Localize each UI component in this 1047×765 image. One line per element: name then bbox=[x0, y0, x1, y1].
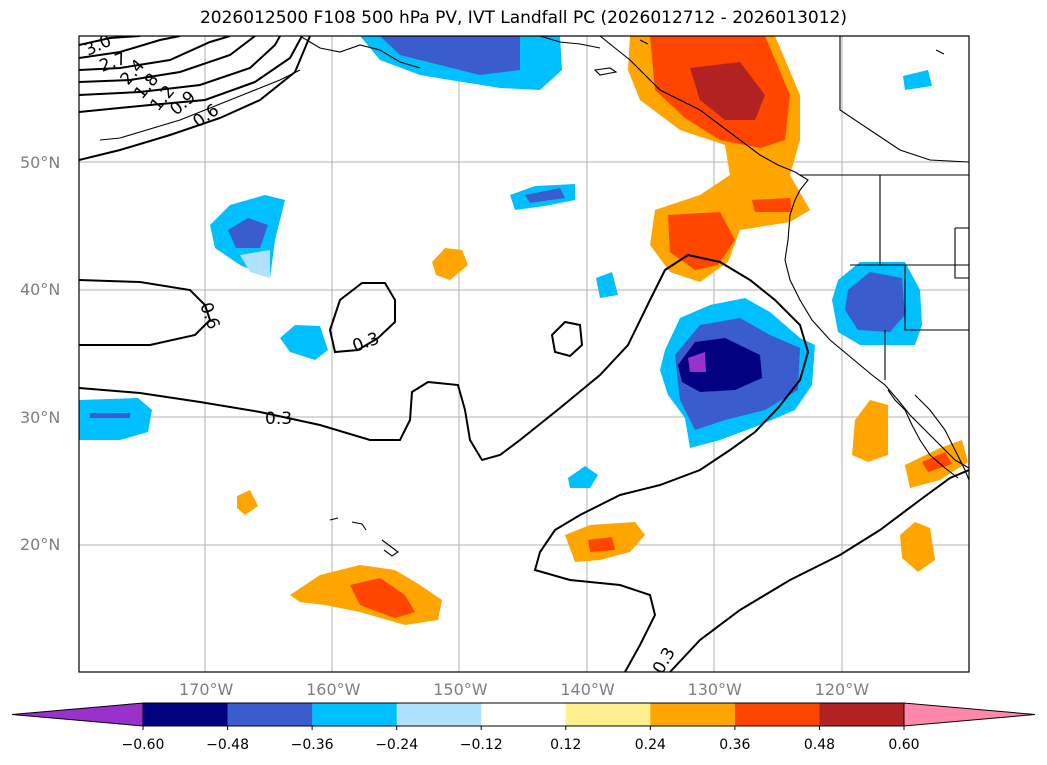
positive-anomaly-baja-offshore bbox=[852, 400, 888, 462]
lat-label: 20°N bbox=[20, 534, 61, 554]
colorbar-segment bbox=[227, 703, 313, 726]
colorbar-tick-label: 0.60 bbox=[888, 737, 920, 753]
coastline-alaska-south bbox=[539, 36, 601, 49]
negative-anomaly-yukon bbox=[903, 70, 932, 90]
lon-label: 140°W bbox=[560, 680, 615, 699]
colorbar-segment bbox=[312, 703, 398, 726]
colorbar-segment bbox=[143, 703, 229, 726]
colorbar-tick-label: 0.12 bbox=[550, 737, 582, 753]
border-us-states bbox=[850, 175, 969, 380]
colorbar-segment bbox=[396, 703, 482, 726]
positive-anomaly-oregon-coast bbox=[752, 198, 792, 212]
pv-contour-1-2 bbox=[79, 36, 281, 96]
pv-contour-2-4 bbox=[79, 36, 231, 71]
positive-anomaly-oregon-offshore bbox=[668, 212, 735, 270]
colorbar-outline bbox=[142, 702, 905, 727]
pv-contours bbox=[79, 36, 969, 672]
pv-contour-0-6-north bbox=[79, 36, 311, 161]
colorbar-segment bbox=[734, 703, 820, 726]
negative-anomaly-west-edge-core bbox=[90, 413, 130, 418]
lon-label: 120°W bbox=[814, 680, 870, 699]
pv-contour-0-3-main bbox=[79, 253, 810, 672]
negative-anomaly-small-central bbox=[596, 272, 618, 298]
pv-contour-0-6-west bbox=[79, 279, 212, 346]
positive-anomaly-mexico-west bbox=[900, 522, 935, 572]
colorbar-tick-label: −0.24 bbox=[375, 737, 419, 753]
pc-fill-regions bbox=[79, 36, 968, 625]
negative-anomaly-gulf-of-alaska-core bbox=[380, 36, 520, 75]
colorbar-tick-label: 0.24 bbox=[634, 737, 666, 753]
negative-anomaly-great-basin-core bbox=[845, 272, 905, 332]
positive-anomaly-hawaii-southwest-core bbox=[350, 578, 415, 618]
negative-anomaly-central-pacific-north-core bbox=[525, 188, 565, 203]
coastline-alaska-peninsula bbox=[299, 36, 421, 69]
lat-label: 40°N bbox=[20, 280, 61, 300]
negative-anomaly-offshore-california-core bbox=[678, 338, 762, 392]
lon-label: 150°W bbox=[433, 680, 488, 699]
colorbar-tick-label: −0.48 bbox=[206, 737, 249, 753]
lat-label: 30°N bbox=[20, 407, 61, 427]
map-title: 2026012500 F108 500 hPa PV, IVT Landfall… bbox=[199, 8, 847, 28]
contour-label-0-3-main: 0.3 bbox=[265, 409, 292, 429]
colorbar-extend-min bbox=[11, 702, 144, 727]
pv-contour-0-3-loop bbox=[328, 282, 396, 354]
positive-anomaly-west-pacific-small bbox=[237, 490, 258, 515]
coastline-aleutian-chain bbox=[99, 69, 301, 141]
negative-anomaly-west-pacific-north-edge bbox=[240, 250, 270, 278]
pv-contour-1-8 bbox=[79, 36, 256, 83]
coastline-baja-peninsula bbox=[887, 389, 959, 479]
colorbar-extend-max bbox=[903, 702, 1036, 727]
coastline-alaska-panhandle-inland bbox=[839, 36, 969, 163]
contour-labels: 3.0 2.7 2.4 1.8 1.2 0.9 0.6 0.6 0.3 0.3 … bbox=[82, 36, 680, 672]
pv-contour-2-7 bbox=[79, 36, 181, 59]
positive-anomaly-pacific-northwest-core bbox=[690, 62, 765, 120]
lon-label: 170°W bbox=[178, 680, 234, 699]
colorbar-tick-label: −0.60 bbox=[121, 737, 165, 753]
lon-label: 130°W bbox=[687, 680, 742, 699]
negative-anomaly-hawaii-north bbox=[280, 325, 328, 360]
coastlines bbox=[99, 36, 969, 557]
coastline-hawaiian-islands bbox=[329, 517, 399, 557]
colorbar-tick-label: 0.48 bbox=[803, 737, 836, 753]
positive-anomaly-central-pacific bbox=[432, 248, 468, 280]
colorbar-segment bbox=[481, 703, 567, 726]
colorbar-tick-label: −0.36 bbox=[290, 737, 334, 753]
colorbar-segment bbox=[650, 703, 736, 726]
pv-contour-0-9 bbox=[79, 36, 303, 113]
negative-anomaly-small-south bbox=[568, 466, 598, 488]
positive-anomaly-baja-coast-core bbox=[922, 452, 952, 472]
colorbar-segment bbox=[819, 703, 905, 726]
negative-anomaly-west-edge bbox=[79, 398, 152, 440]
negative-anomaly-offshore-california-peak bbox=[688, 352, 706, 372]
map-frame bbox=[78, 35, 970, 673]
colorbar-tick-label: −0.12 bbox=[459, 737, 503, 753]
negative-anomaly-west-pacific-north-core bbox=[228, 218, 268, 248]
coastline-inland-lakes bbox=[593, 39, 945, 76]
pv-contour-0-3-southeast bbox=[669, 469, 969, 672]
map-background bbox=[79, 36, 969, 672]
colorbar-segment bbox=[565, 703, 651, 726]
coastline-north-america bbox=[599, 36, 969, 469]
colorbar bbox=[11, 702, 1036, 730]
pv-contour-0-3-small-loop bbox=[550, 320, 584, 358]
pv-contour-3-0 bbox=[79, 36, 141, 46]
lon-label: 160°W bbox=[306, 680, 361, 699]
lat-label: 50°N bbox=[20, 153, 61, 173]
positive-anomaly-south-central-core bbox=[588, 537, 615, 552]
colorbar-tick-label: 0.36 bbox=[719, 737, 751, 753]
